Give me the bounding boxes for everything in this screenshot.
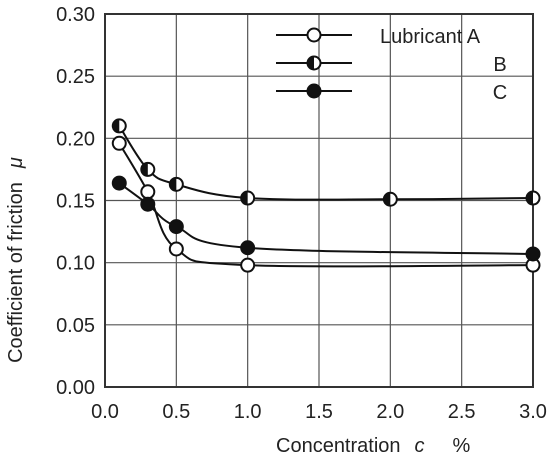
y-tick-label: 0.05 xyxy=(56,315,95,337)
x-axis-label-text: Concentration xyxy=(276,435,401,457)
x-tick-label: 1.5 xyxy=(305,401,333,423)
data-point-2 xyxy=(168,219,184,235)
legend-marker xyxy=(306,83,322,99)
data-point-0 xyxy=(240,257,256,273)
marker-open xyxy=(306,27,322,43)
marker-open xyxy=(240,257,256,273)
tick-labels: 0.0 0.5 1.0 1.5 2.0 2.5 3.0 0.00 0.05 0.10 0.15 0.2… xyxy=(56,4,547,423)
data-point-0 xyxy=(111,135,127,151)
legend-marker xyxy=(306,55,322,71)
y-axis-label-text: Coefficient of friction xyxy=(5,182,27,363)
marker-open xyxy=(168,241,184,257)
data-point-2 xyxy=(111,175,127,191)
y-tick-label: 0.20 xyxy=(56,128,95,150)
marker-open xyxy=(111,135,127,151)
legend-label: Lubricant A xyxy=(380,26,481,48)
series-group xyxy=(111,118,541,273)
x-axis-symbol: c xyxy=(415,435,425,457)
marker-half-fill xyxy=(383,192,391,206)
data-point-1 xyxy=(140,161,156,177)
y-axis-symbol: μ xyxy=(5,157,27,169)
y-tick-label: 0.10 xyxy=(56,253,95,275)
x-tick-label: 0.5 xyxy=(162,401,190,423)
marker-open xyxy=(140,184,156,200)
data-point-0 xyxy=(168,241,184,257)
data-point-1 xyxy=(111,118,127,134)
legend-marker xyxy=(306,27,322,43)
data-point-1 xyxy=(382,191,398,207)
marker-filled xyxy=(140,196,156,212)
series-line-2 xyxy=(118,182,534,255)
data-point-1 xyxy=(168,176,184,192)
data-point-1 xyxy=(525,190,541,206)
marker-half-fill xyxy=(307,56,314,70)
marker-filled xyxy=(168,219,184,235)
marker-half-fill xyxy=(169,177,177,191)
y-tick-label: 0.15 xyxy=(56,191,95,213)
x-axis-unit: % xyxy=(453,435,471,457)
marker-filled xyxy=(240,240,256,256)
x-tick-label: 3.0 xyxy=(519,401,547,423)
y-tick-label: 0.00 xyxy=(56,377,95,399)
legend-label: C xyxy=(493,82,507,104)
data-point-1 xyxy=(240,190,256,206)
legend: Lubricant A BC xyxy=(276,26,507,104)
x-tick-label: 1.0 xyxy=(234,401,262,423)
marker-half-fill xyxy=(526,191,533,205)
marker-half-fill xyxy=(241,191,248,205)
x-tick-label: 0.0 xyxy=(91,401,119,423)
marker-filled xyxy=(306,83,322,99)
data-point-2 xyxy=(525,246,541,262)
marker-half-fill xyxy=(112,119,120,133)
y-axis-title: Coefficient of friction μ xyxy=(5,157,27,363)
x-tick-label: 2.0 xyxy=(376,401,404,423)
x-tick-label: 2.5 xyxy=(448,401,476,423)
data-point-2 xyxy=(140,196,156,212)
data-point-2 xyxy=(240,240,256,256)
grid-lines xyxy=(105,14,533,387)
marker-filled xyxy=(525,246,541,262)
y-tick-label: 0.25 xyxy=(56,66,95,88)
marker-half-fill xyxy=(141,162,148,176)
legend-label: B xyxy=(493,54,506,76)
marker-filled xyxy=(111,175,127,191)
data-point-0 xyxy=(140,184,156,200)
x-axis-title: Concentration c% xyxy=(276,435,471,457)
y-tick-label: 0.30 xyxy=(56,4,95,26)
